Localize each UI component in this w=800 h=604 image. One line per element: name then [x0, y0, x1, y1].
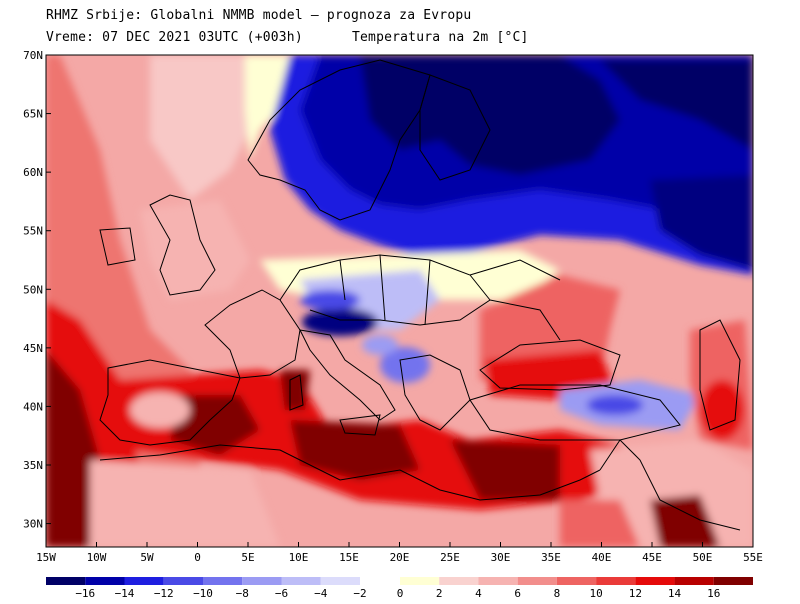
- lon-label: 50E: [693, 551, 713, 564]
- legend-tick-label: −4: [314, 587, 328, 600]
- coastlines: [99, 59, 741, 531]
- warm-swatch: [517, 577, 557, 585]
- temperature-field: [46, 55, 753, 547]
- lat-label: 55N: [23, 225, 43, 238]
- warm-swatch: [674, 577, 714, 585]
- lon-label: 15W: [36, 551, 56, 564]
- lat-label: 70N: [23, 49, 43, 62]
- warm-swatch: [400, 577, 440, 585]
- legend-tick-label: 2: [436, 587, 443, 600]
- lat-label: 50N: [23, 283, 43, 296]
- legend-tick-label: −16: [75, 587, 95, 600]
- legend-tick-label: −6: [275, 587, 288, 600]
- lon-label: 45E: [642, 551, 662, 564]
- legend-tick-label: 12: [629, 587, 642, 600]
- cold-swatch: [242, 577, 282, 585]
- temperature-legend: −16 −14 −12 −10 −8 −6 −4 −2 0 2 4 6 8 10 12 14 16: [46, 577, 753, 600]
- lon-label: 40E: [592, 551, 612, 564]
- lat-label: 45N: [23, 342, 43, 355]
- lat-label: 65N: [23, 108, 43, 121]
- legend-tick-label: −8: [236, 587, 249, 600]
- cold-swatch: [203, 577, 243, 585]
- latitude-axis: 70N 65N 60N 55N 50N 45N 40N 35N 30N: [23, 49, 51, 531]
- cold-swatch: [281, 577, 321, 585]
- lon-label: 55E: [743, 551, 763, 564]
- lon-label: 35E: [541, 551, 561, 564]
- lon-label: 15E: [339, 551, 359, 564]
- lon-label: 5E: [241, 551, 254, 564]
- lat-label: 60N: [23, 166, 43, 179]
- legend-tick-label: 0: [397, 587, 404, 600]
- legend-tick-label: 6: [514, 587, 521, 600]
- cold-swatch: [163, 577, 203, 585]
- lat-label: 30N: [23, 518, 43, 531]
- lon-label: 30E: [491, 551, 511, 564]
- lon-label: 20E: [390, 551, 410, 564]
- lat-label: 35N: [23, 459, 43, 472]
- lon-label: 10E: [289, 551, 309, 564]
- legend-tick-label: −10: [193, 587, 213, 600]
- warm-swatch: [439, 577, 479, 585]
- lon-label: 0: [194, 551, 201, 564]
- legend-tick-label: 10: [589, 587, 602, 600]
- warm-swatch: [596, 577, 636, 585]
- warm-swatch: [478, 577, 518, 585]
- legend-tick-label: 8: [554, 587, 561, 600]
- legend-tick-label: 16: [707, 587, 720, 600]
- legend-tick-label: −2: [353, 587, 366, 600]
- cold-swatch: [85, 577, 125, 585]
- forecast-time: Vreme: 07 DEC 2021 03UTC (+003h): [46, 30, 303, 45]
- lon-label: 10W: [87, 551, 107, 564]
- warm-swatch: [556, 577, 597, 585]
- warm-swatch: [713, 577, 753, 585]
- legend-tick-label: −12: [154, 587, 174, 600]
- lon-label: 5W: [140, 551, 154, 564]
- legend-tick-label: 4: [475, 587, 482, 600]
- legend-tick-label: −14: [115, 587, 135, 600]
- cold-swatch: [124, 577, 164, 585]
- longitude-axis: 15W 10W 5W 0 5E 10E 15E 20E 25E 30E 35E 40E 45E 50E 55…: [36, 542, 763, 564]
- legend-tick-label: 14: [668, 587, 682, 600]
- cold-swatch: [46, 577, 86, 585]
- cold-swatch: [320, 577, 360, 585]
- lon-label: 25E: [440, 551, 460, 564]
- lat-label: 40N: [23, 400, 43, 413]
- warm-swatch: [635, 577, 675, 585]
- map-title: RHMZ Srbije: Globalni NMMB model — progn…: [46, 8, 472, 23]
- variable-label: Temperatura na 2m [°C]: [352, 30, 529, 45]
